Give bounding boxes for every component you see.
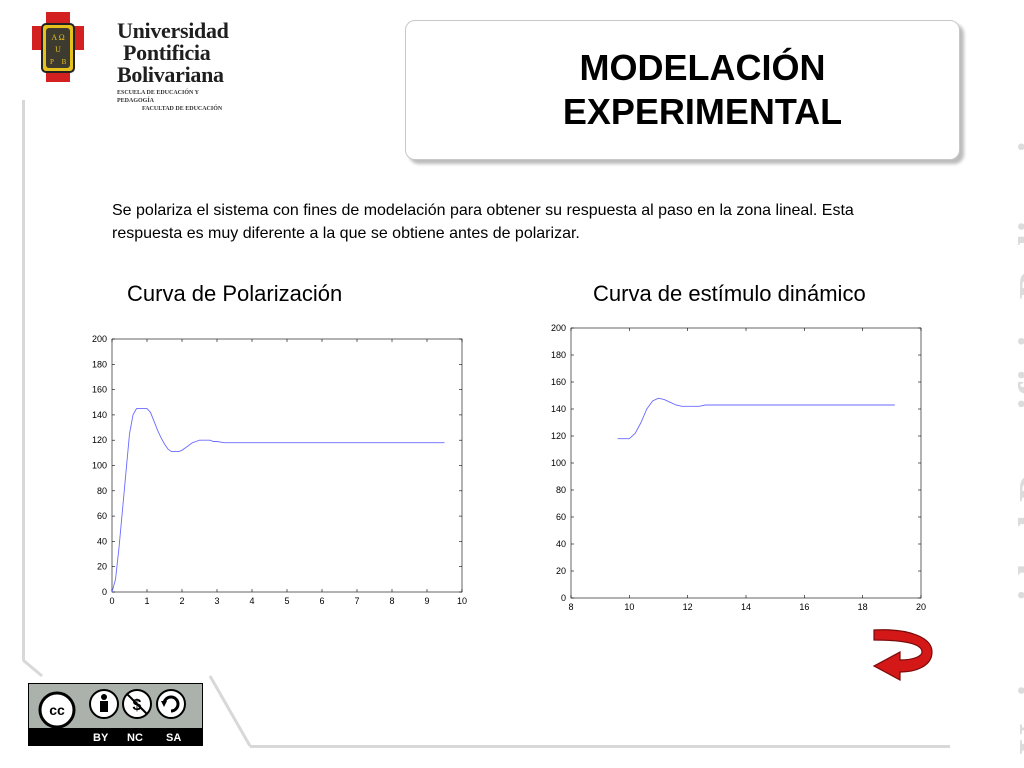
cc-circle-icon — [38, 691, 76, 728]
chart-1-x-tick-label: 3 — [214, 596, 219, 606]
chart-2-y-tick-label: 20 — [556, 566, 566, 576]
chart-2-x-tick-label: 12 — [683, 602, 693, 612]
chart-1-x-tick-label: 1 — [144, 596, 149, 606]
cc-icon-text: cc — [49, 702, 65, 718]
body-paragraph: Se polariza el sistema con fines de mode… — [112, 202, 854, 242]
chart-1-x-tick-label: 8 — [389, 596, 394, 606]
cc-label-by: BY — [93, 732, 109, 744]
logo-wordmark: Universidad Pontificia Bolivariana ESCUE… — [117, 20, 235, 113]
chart-1-x-tick-label: 0 — [109, 596, 114, 606]
chart-1-y-tick-label: 40 — [97, 536, 107, 546]
chart-1-x-tick-label: 4 — [249, 596, 254, 606]
chart-1-y-tick-label: 0 — [102, 587, 107, 597]
chart-2-series-line — [617, 397, 895, 440]
svg-text:$: $ — [133, 697, 142, 714]
logo-name-line-3: Bolivariana — [117, 62, 224, 87]
shield-text-u: U — [55, 45, 61, 54]
chart-2-title: Curva de estímulo dinámico — [593, 281, 866, 306]
chart-1-y-tick-label: 200 — [92, 334, 107, 344]
chart-2-y-tick-label: 140 — [551, 404, 566, 414]
cc-label-sa: SA — [166, 732, 182, 744]
chart-1-y-tick-label: 160 — [92, 385, 107, 395]
cc-label-nc: NC — [127, 732, 143, 744]
chart-2-y-tick-label: 160 — [551, 377, 566, 387]
logo-sub-line-2: FACULTAD DE EDUCACIÓN — [142, 106, 223, 112]
chart-1-plot-area — [111, 338, 463, 593]
logo-name-line-1: Universidad — [117, 18, 229, 43]
shield-text-b: B — [62, 58, 67, 66]
chart-2-y-tick-label: 60 — [556, 512, 566, 522]
chart-2-plot-area — [570, 327, 922, 599]
chart-2-x-tick-label: 16 — [799, 602, 809, 612]
chart-1-x-tick-label: 5 — [284, 596, 289, 606]
shield-text-alpha-omega: A Ω — [51, 33, 64, 42]
chart-1-title: Curva de Polarización — [127, 281, 343, 306]
chart-1-x-tick-label: 9 — [424, 596, 429, 606]
chart-2-y-tick-label: 120 — [551, 431, 566, 441]
chart-2-y-tick-label: 100 — [551, 458, 566, 468]
cc-icons: cc $ — [38, 689, 186, 728]
chart-2-x-tick-label: 8 — [568, 602, 573, 612]
frame-bottom-line — [250, 745, 950, 748]
chart-2-x-tick-label: 14 — [741, 602, 751, 612]
chart-2-x-tick-label: 10 — [624, 602, 634, 612]
chart-1-y-tick-label: 120 — [92, 435, 107, 445]
chart-2-y-tick-label: 180 — [551, 350, 566, 360]
shield-logo-icon: A Ω U P B — [32, 12, 84, 82]
chart-1-x-tick-label: 6 — [319, 596, 324, 606]
chart-1-x-tick-label: 7 — [354, 596, 359, 606]
chart-2-y-tick-label: 40 — [556, 539, 566, 549]
university-logo: A Ω U P B Universidad Pontificia Bolivar… — [20, 8, 235, 112]
slide-title-line-1: MODELACIÓN — [579, 47, 826, 88]
chart-2-x-tick-label: 18 — [858, 602, 868, 612]
return-arrow-icon[interactable] — [870, 624, 936, 682]
shield-text-p: P — [50, 58, 54, 66]
cc-label-strip — [29, 728, 202, 745]
cc-license-badge[interactable]: cc $ BY NC SA — [28, 683, 203, 746]
logo-name-line-2: Pontificia — [123, 40, 211, 65]
chart-1-y-tick-label: 20 — [97, 562, 107, 572]
chart-2-y-tick-label: 200 — [551, 323, 566, 333]
chart-1-y-tick-label: 100 — [92, 461, 107, 471]
sa-share-icon — [156, 689, 186, 719]
chart-2-y-tick-label: 80 — [556, 485, 566, 495]
chart-1-y-tick-label: 60 — [97, 511, 107, 521]
chart-1-series-line — [111, 408, 445, 593]
chart-2-x-tick-label: 20 — [916, 602, 926, 612]
chart-1-y-tick-label: 80 — [97, 486, 107, 496]
chart-1-y-tick-label: 140 — [92, 410, 107, 420]
slide-title-box: MODELACIÓN EXPERIMENTAL — [405, 20, 960, 160]
chart-1-x-tick-label: 10 — [457, 596, 467, 606]
slide-title-line-2: EXPERIMENTAL — [562, 91, 843, 132]
chart-1-x-tick-label: 2 — [179, 596, 184, 606]
frame-left-line — [22, 100, 25, 660]
logo-sub-line-1: ESCUELA DE EDUCACIÓN Y PEDAGOGÍA — [117, 90, 199, 104]
chart-1-y-tick-label: 180 — [92, 359, 107, 369]
chart-2-y-tick-label: 0 — [561, 593, 566, 603]
